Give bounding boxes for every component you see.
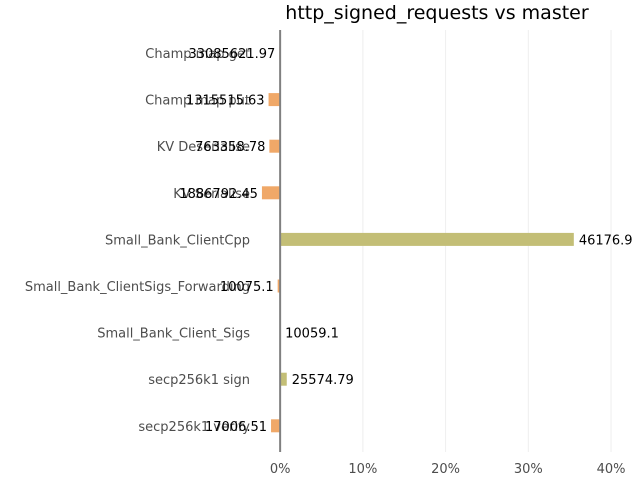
- value-label: 25574.79: [292, 373, 354, 388]
- value-labels: 33085621.97 1315515.63 763358.78 1886792.45…: [179, 47, 632, 435]
- x-tick-label: 30%: [514, 462, 543, 477]
- x-tick-labels: 0% 10% 20% 30% 40%: [270, 462, 626, 477]
- value-label: 10059.1: [285, 327, 339, 342]
- value-label: 1886792.45: [179, 187, 258, 202]
- bar: [277, 279, 281, 293]
- x-tick-label: 0%: [270, 462, 291, 477]
- bar: [280, 232, 574, 246]
- bar: [268, 93, 281, 107]
- bar: [271, 419, 281, 433]
- x-tick-label: 40%: [597, 462, 626, 477]
- category-label: secp256k1 sign: [148, 373, 250, 388]
- category-label: Champ map put: [145, 94, 250, 109]
- category-label: KV Serialise: [173, 187, 250, 202]
- category-label: Champ map get: [145, 47, 250, 62]
- bar: [261, 186, 281, 200]
- value-label: 17006.51: [205, 420, 267, 435]
- chart-title: http_signed_requests vs master: [285, 2, 589, 24]
- bars: [261, 46, 574, 433]
- bar: [269, 139, 281, 153]
- category-label: Small_Bank_ClientSigs_Forwarding: [25, 280, 250, 295]
- category-label: secp256k1 verify: [138, 420, 250, 435]
- value-label: 1315515.63: [186, 94, 265, 109]
- category-label: Small_Bank_ClientCpp: [105, 233, 250, 248]
- x-tick-label: 10%: [348, 462, 377, 477]
- x-tick-label: 20%: [431, 462, 460, 477]
- value-label: 10075.1: [220, 280, 274, 295]
- value-label: 46176.9: [579, 233, 633, 248]
- category-label: Small_Bank_Client_Sigs: [97, 327, 250, 342]
- value-label: 33085621.97: [188, 47, 275, 62]
- category-labels: Champ map get Champ map put KV Deserialise…: [25, 47, 250, 435]
- value-label: 763358.78: [195, 140, 265, 155]
- bar: [280, 372, 287, 386]
- category-label: KV Deserialise: [157, 140, 250, 155]
